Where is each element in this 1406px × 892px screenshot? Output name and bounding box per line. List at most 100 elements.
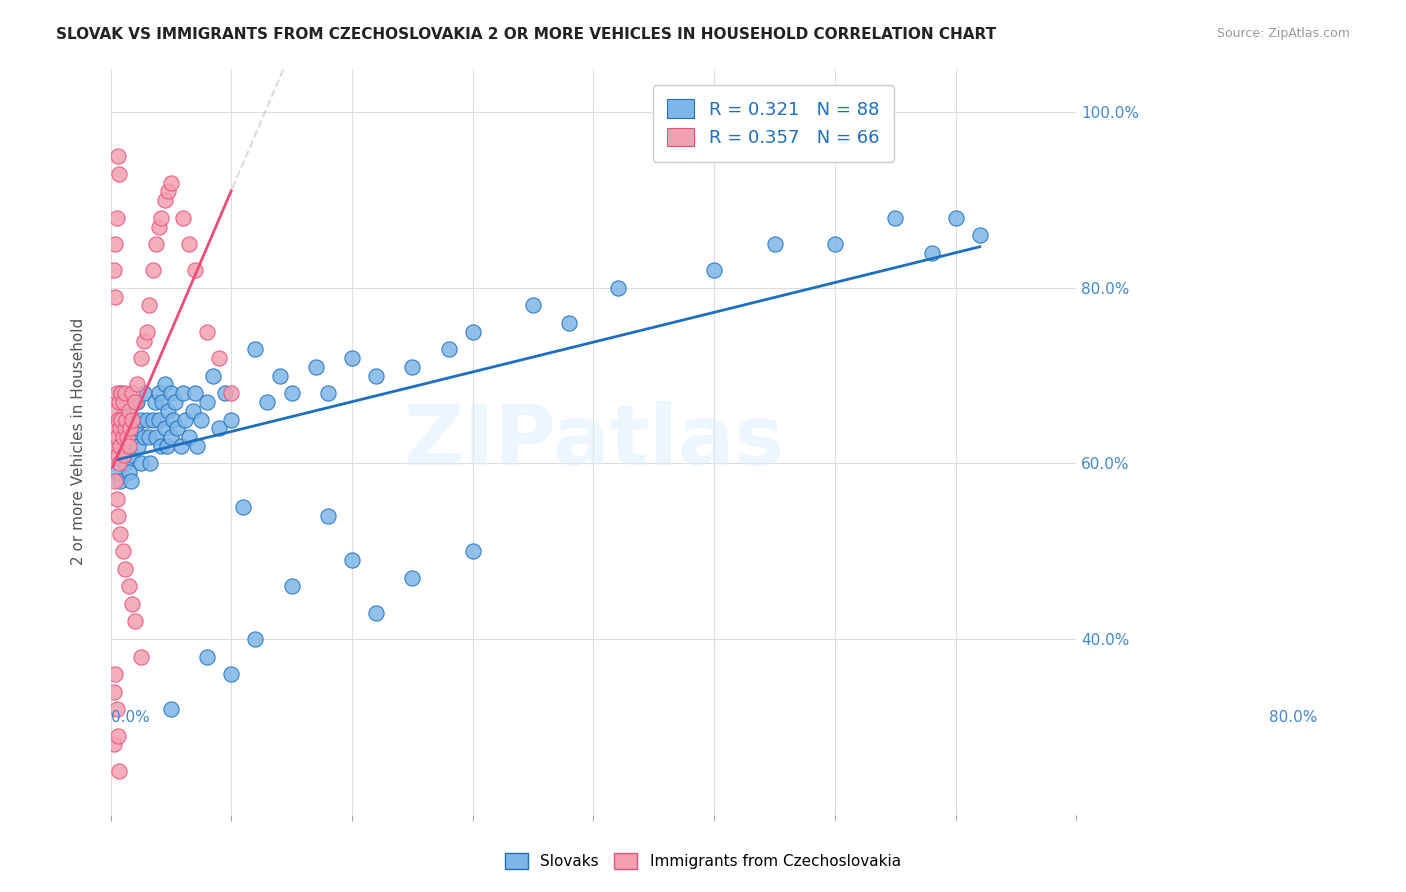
Point [280,579,302,593]
Point [316,386,339,401]
Point [245,632,267,646]
Point [195,395,218,409]
Point [111,430,134,444]
Point [316,509,339,524]
Point [921,245,943,260]
Point [115,395,138,409]
Point [101,439,124,453]
Point [111,404,134,418]
Point [114,430,136,444]
Point [142,263,165,277]
Point [108,395,131,409]
Point [366,368,388,383]
Point [114,421,136,435]
Point [127,439,149,453]
Point [108,764,131,778]
Point [401,359,423,374]
Point [142,412,165,426]
Point [114,562,136,576]
Point [558,316,581,330]
Point [115,412,138,426]
Point [111,395,134,409]
Point [945,211,967,225]
Point [114,457,136,471]
Point [208,351,231,366]
Point [104,290,127,304]
Point [134,430,156,444]
Point [108,457,131,471]
Point [118,421,141,435]
Point [108,412,131,426]
Point [121,386,143,401]
Point [138,298,160,312]
Point [134,334,156,348]
Point [118,465,141,479]
Point [124,615,146,629]
Point [129,351,152,366]
Point [111,421,134,435]
Point [160,176,183,190]
Point [195,649,218,664]
Point [107,448,129,462]
Point [152,395,174,409]
Point [340,351,363,366]
Point [232,500,254,515]
Point [461,544,484,558]
Legend: R = 0.321   N = 88, R = 0.357   N = 66: R = 0.321 N = 88, R = 0.357 N = 66 [652,85,894,161]
Point [884,211,907,225]
Point [108,421,131,435]
Point [118,412,141,426]
Point [110,386,132,401]
Point [108,386,131,401]
Point [190,412,212,426]
Point [522,298,544,312]
Point [108,526,131,541]
Point [148,412,170,426]
Point [219,667,242,681]
Point [763,237,786,252]
Point [214,386,236,401]
Point [150,439,173,453]
Point [153,421,176,435]
Point [172,386,194,401]
Point [148,386,170,401]
Text: Source: ZipAtlas.com: Source: ZipAtlas.com [1216,27,1350,40]
Point [153,193,176,207]
Point [160,386,183,401]
Text: 0.0%: 0.0% [111,710,149,725]
Point [103,263,125,277]
Point [104,404,127,418]
Point [108,167,131,181]
Legend: Slovaks, Immigrants from Czechoslovakia: Slovaks, Immigrants from Czechoslovakia [499,847,907,875]
Point [111,544,134,558]
Point [118,439,141,453]
Point [219,412,242,426]
Point [121,430,143,444]
Point [121,448,143,462]
Point [105,491,128,506]
Point [172,211,194,225]
Point [105,430,128,444]
Point [177,237,200,252]
Point [145,237,167,252]
Point [160,430,183,444]
Point [103,684,125,698]
Point [150,211,173,225]
Point [103,421,125,435]
Point [245,343,267,357]
Point [969,228,991,243]
Point [256,395,278,409]
Point [401,571,423,585]
Point [103,737,125,751]
Point [124,421,146,435]
Point [186,439,208,453]
Point [118,579,141,593]
Point [461,325,484,339]
Point [135,325,157,339]
Point [177,430,200,444]
Point [143,395,166,409]
Point [105,465,128,479]
Point [139,457,162,471]
Point [280,386,302,401]
Point [134,386,156,401]
